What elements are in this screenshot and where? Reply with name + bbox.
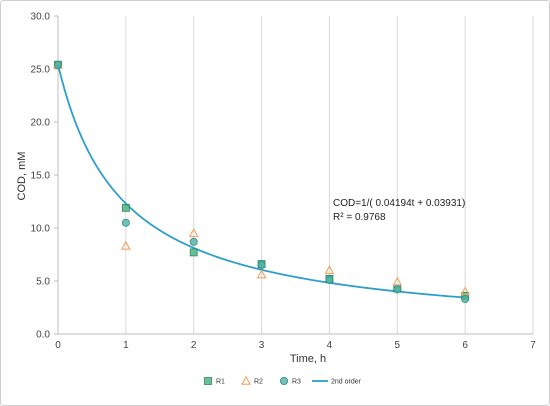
point-r2 xyxy=(188,227,199,238)
x-tick-label: 4 xyxy=(327,340,333,351)
point-r3 xyxy=(325,275,334,284)
legend-label: R1 xyxy=(216,379,225,386)
legend-label: R2 xyxy=(254,379,263,386)
point-r2 xyxy=(256,269,267,279)
y-tick-label: 10.0 xyxy=(31,224,51,235)
point-r1 xyxy=(189,248,198,257)
point-r3 xyxy=(257,261,266,270)
legend-swatch-r2 xyxy=(241,375,251,385)
legend: R1 R2 R3 2nd order xyxy=(204,375,362,386)
point-r3 xyxy=(54,60,63,69)
x-tick-label: 5 xyxy=(395,340,401,351)
legend-swatch-r1 xyxy=(204,377,212,385)
y-tick-label: 0.0 xyxy=(36,330,50,341)
legend-label: 2nd order xyxy=(331,379,362,386)
x-tick-label: 2 xyxy=(191,340,197,351)
point-r1 xyxy=(121,203,130,212)
y-tick-label: 15.0 xyxy=(31,171,51,182)
axes xyxy=(54,15,533,335)
point-r3 xyxy=(393,285,402,294)
y-tick-label: 5.0 xyxy=(36,277,50,288)
x-tick-label: 1 xyxy=(123,340,129,351)
x-tick-label: 6 xyxy=(462,340,468,351)
point-r2 xyxy=(392,276,403,286)
x-tick-label: 0 xyxy=(55,340,61,351)
y-tick-label: 25.0 xyxy=(31,65,51,76)
fit-equation: COD=1/( 0.04194t + 0.03931) xyxy=(333,198,465,209)
x-axis-label: Time, h xyxy=(290,353,326,365)
point-r2 xyxy=(324,265,335,275)
y-tick-label: 30.0 xyxy=(31,12,51,23)
legend-swatch-r3 xyxy=(279,376,288,385)
r-squared: R² = 0.9768 xyxy=(333,212,386,223)
point-r3 xyxy=(461,295,470,304)
tick-labels: 0 1 2 3 4 5 6 7 0.0 5.0 10.0 15.0 20.0 25.0 30.0 xyxy=(31,12,537,352)
x-tick-label: 7 xyxy=(530,340,536,351)
gridlines xyxy=(125,16,534,334)
point-r3 xyxy=(189,237,198,246)
y-axis-label: COD, mM xyxy=(16,152,28,201)
legend-label: R3 xyxy=(292,379,301,386)
data-points xyxy=(53,59,471,304)
point-r2 xyxy=(460,286,471,296)
point-r3 xyxy=(121,218,130,227)
x-tick-label: 3 xyxy=(259,340,265,351)
y-tick-label: 20.0 xyxy=(31,118,51,129)
point-r2 xyxy=(120,240,131,250)
